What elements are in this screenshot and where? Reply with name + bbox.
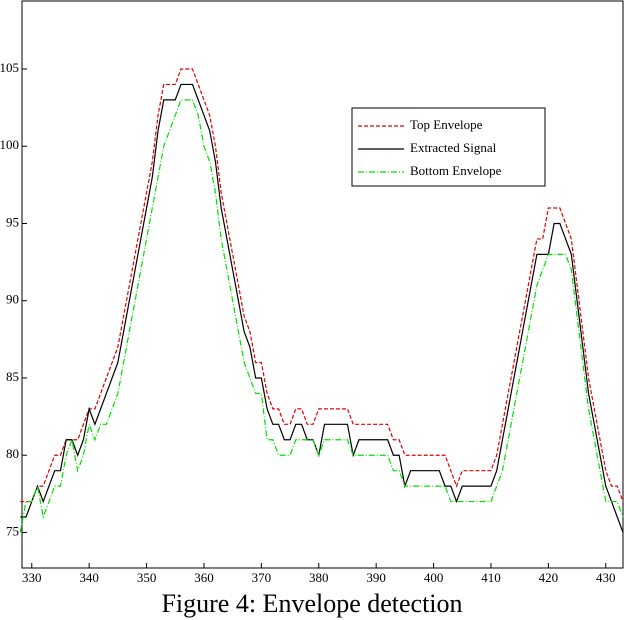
series-line	[19, 99, 624, 533]
x-tick-label: 410	[481, 570, 501, 585]
legend-box	[351, 107, 546, 187]
legend-label: Top Envelope	[410, 117, 483, 132]
series-line	[20, 68, 624, 503]
x-tick-label: 400	[424, 570, 444, 585]
plot-frame	[21, 0, 624, 569]
y-tick-label: 85	[6, 369, 19, 384]
x-tick-label: 380	[309, 570, 329, 585]
x-tick-label: 330	[22, 570, 42, 585]
x-tick-label: 350	[137, 570, 157, 585]
x-tick-label: 420	[539, 570, 559, 585]
x-tick-label: 340	[79, 570, 99, 585]
y-tick-label: 105	[0, 60, 19, 75]
y-tick-label: 90	[6, 292, 19, 307]
legend-label: Extracted Signal	[410, 140, 497, 155]
y-tick-label: 75	[6, 523, 19, 538]
x-tick-label: 430	[596, 570, 616, 585]
series-line	[20, 83, 624, 533]
x-tick-label: 390	[366, 570, 386, 585]
caption: Figure 4: Envelope detection	[161, 589, 462, 618]
y-tick-label: 80	[6, 446, 19, 461]
y-tick-label: 95	[6, 214, 19, 229]
x-tick-label: 360	[194, 570, 214, 585]
legend-label: Bottom Envelope	[410, 163, 502, 178]
x-tick-label: 370	[252, 570, 272, 585]
y-tick-label: 100	[0, 137, 19, 152]
